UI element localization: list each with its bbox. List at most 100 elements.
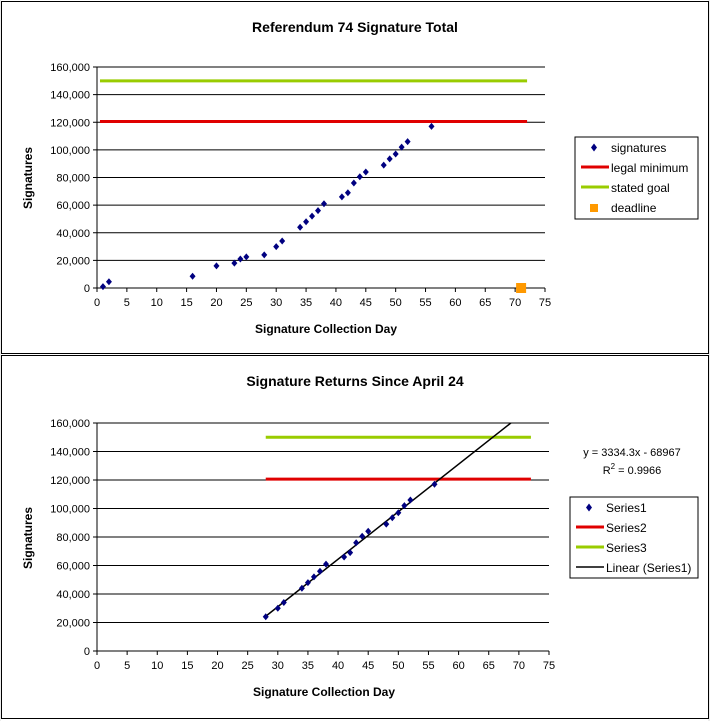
x-tick-label: 30 (270, 297, 282, 309)
data-point (231, 259, 238, 267)
legend: signatures legal minimum stated goal dea… (574, 136, 699, 220)
data-point (383, 520, 390, 528)
x-tick-label: 5 (124, 297, 130, 309)
y-tick-label: 20,000 (56, 255, 90, 267)
data-point (431, 480, 438, 488)
legend-square-icon (590, 204, 598, 212)
legend-item-linear-series1: Linear (Series1) (576, 561, 691, 575)
data-point (105, 278, 112, 286)
data-point (99, 283, 106, 291)
x-tick-label: 35 (302, 660, 314, 672)
x-tick-label: 65 (479, 297, 491, 309)
y-tick-label: 60,000 (56, 200, 90, 212)
legend-box (569, 496, 699, 579)
y-axis-title: Signatures (21, 147, 35, 209)
x-tick-label: 75 (543, 660, 555, 672)
data-point (297, 223, 304, 231)
legend-label: stated goal (611, 181, 670, 195)
data-point (310, 573, 317, 581)
y-tick-label: 0 (84, 646, 90, 658)
data-point (315, 207, 322, 215)
chart-returns-since-april[interactable]: Signature Returns Since April 24 0 20,000… (1, 355, 709, 719)
data-point (365, 527, 372, 535)
x-tick-label: 15 (181, 660, 193, 672)
r-squared: R2 = 0.9966 (603, 462, 662, 477)
x-axis-title: Signature Collection Day (255, 322, 397, 336)
x-tick-label: 35 (300, 297, 312, 309)
x-tick-label: 70 (513, 660, 525, 672)
y-tick-label: 40,000 (56, 228, 90, 240)
y-tick-label: 100,000 (50, 504, 90, 516)
legend-label: deadline (611, 201, 657, 215)
x-tick-label: 5 (124, 660, 130, 672)
y-tick-label: 80,000 (56, 532, 90, 544)
chart-border (1, 355, 709, 719)
legend-item-series1: Series1 (586, 501, 647, 515)
x-tick-label: 10 (151, 297, 163, 309)
x-tick-label: 60 (449, 297, 461, 309)
legend-label: signatures (611, 141, 666, 155)
chart-referendum-total[interactable]: Referendum 74 Signature Total 0 20,000 40,… (1, 1, 709, 354)
x-tick-label: 40 (332, 660, 344, 672)
data-point (401, 502, 408, 510)
y-tick-label: 120,000 (50, 475, 90, 487)
data-point (344, 189, 351, 197)
trendline-equation-label: y = 3334.3x - 68967 R2 = 0.9966 (583, 447, 681, 477)
data-point (320, 200, 327, 208)
x-tick-label: 45 (362, 660, 374, 672)
data-point (380, 161, 387, 169)
chart-border (1, 1, 709, 354)
data-point (309, 212, 316, 220)
y-tick-label: 160,000 (50, 418, 90, 430)
x-tick-label: 60 (452, 660, 464, 672)
y-tick-label: 120,000 (50, 117, 90, 129)
data-point (316, 567, 323, 575)
data-point (389, 514, 396, 522)
data-point (407, 496, 414, 504)
legend-item-stated-goal: stated goal (581, 181, 670, 195)
data-point (359, 532, 366, 540)
x-tick-label: 40 (330, 297, 342, 309)
data-point (356, 173, 363, 181)
legend-label: legal minimum (611, 161, 688, 175)
data-point (274, 604, 281, 612)
data-point (338, 193, 345, 201)
data-point (398, 143, 405, 151)
y-tick-label: 160,000 (50, 62, 90, 74)
chart-title: Referendum 74 Signature Total (252, 19, 458, 35)
legend-item-legal-minimum: legal minimum (581, 161, 688, 175)
data-point (303, 218, 310, 226)
x-tick-label: 20 (211, 660, 223, 672)
data-point (353, 539, 360, 547)
y-tick-label: 20,000 (56, 618, 90, 630)
legend-label: Series3 (606, 541, 647, 555)
legend-marker-diamond-icon (591, 143, 597, 152)
data-point (304, 579, 311, 587)
legend-label: Linear (Series1) (606, 561, 691, 575)
y-tick-label: 100,000 (50, 145, 90, 157)
x-tick-label: 15 (180, 297, 192, 309)
data-point (362, 168, 369, 176)
legend-item-deadline: deadline (590, 201, 657, 215)
y-tick-label: 40,000 (56, 589, 90, 601)
legend-label: Series2 (606, 521, 647, 535)
x-tick-label: 55 (422, 660, 434, 672)
data-point (261, 251, 268, 259)
x-tick-label: 75 (539, 297, 551, 309)
data-point (298, 584, 305, 592)
x-tick-label: 70 (509, 297, 521, 309)
legend-item-series3: Series3 (576, 541, 647, 555)
x-tick-label: 25 (240, 297, 252, 309)
legend-label: Series1 (606, 501, 647, 515)
y-tick-label: 0 (84, 283, 90, 295)
x-tick-label: 50 (392, 660, 404, 672)
data-point (323, 560, 330, 568)
data-point (237, 255, 244, 263)
x-tick-label: 0 (94, 660, 100, 672)
y-tick-label: 140,000 (50, 90, 90, 102)
legend-item-signatures: signatures (591, 141, 666, 155)
data-point (213, 262, 220, 270)
data-point (273, 243, 280, 251)
trendline-equation: y = 3334.3x - 68967 (583, 447, 681, 459)
